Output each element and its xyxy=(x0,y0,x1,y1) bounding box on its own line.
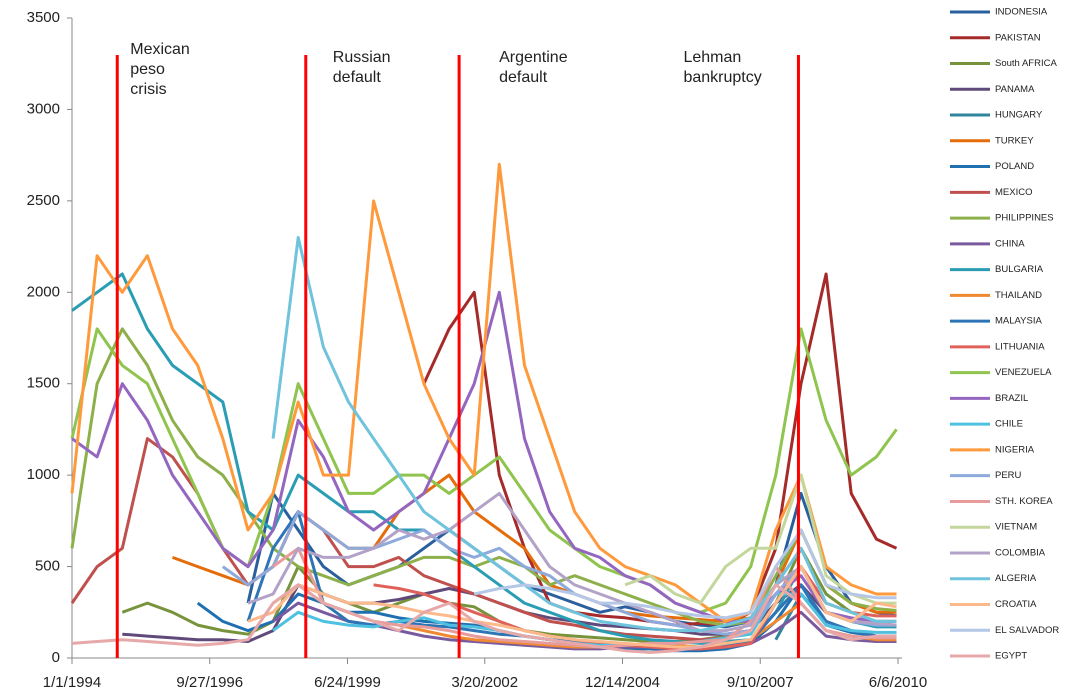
legend-label: MEXICO xyxy=(995,187,1032,198)
legend-label: HUNGARY xyxy=(995,110,1043,121)
event-label: Lehman bankruptcy xyxy=(683,49,761,86)
legend-label: COLOMBIA xyxy=(995,547,1046,558)
series-line xyxy=(247,491,897,633)
event-label-line: bankruptcy xyxy=(683,69,761,86)
event-label-line: crisis xyxy=(130,81,166,98)
event-label-line: Argentine xyxy=(499,49,568,66)
x-tick-label: 6/24/1999 xyxy=(314,674,381,691)
y-tick-label: 2000 xyxy=(27,283,60,300)
y-tick-label: 3000 xyxy=(27,100,60,117)
event-label-line: Russian xyxy=(333,49,391,66)
series-line xyxy=(70,327,898,614)
legend-label: ALGERIA xyxy=(995,573,1037,584)
legend-label: NIGERIA xyxy=(995,444,1035,455)
legend-label: TURKEY xyxy=(995,135,1034,146)
event-label: Mexican peso crisis xyxy=(130,41,190,98)
legend-label: VIETNAM xyxy=(995,522,1037,533)
event-label-line: default xyxy=(333,69,382,86)
series-line xyxy=(70,327,897,627)
legend-label: THAILAND xyxy=(995,290,1042,301)
legend-label: South AFRICA xyxy=(995,58,1057,69)
legend-label: PAKISTAN xyxy=(995,32,1041,43)
event-label-line: Mexican xyxy=(130,41,190,58)
y-tick-label: 500 xyxy=(35,558,60,575)
legend-label: PHILIPPINES xyxy=(995,213,1054,224)
x-tick-label: 3/20/2002 xyxy=(451,674,518,691)
x-tick-label: 6/6/2010 xyxy=(869,674,927,691)
y-tick-label: 1000 xyxy=(27,466,60,483)
x-tick-label: 9/10/2007 xyxy=(727,674,794,691)
legend-label: INDONESIA xyxy=(995,7,1048,18)
legend-label: POLAND xyxy=(995,161,1034,172)
legend-label: STH. KOREA xyxy=(995,496,1053,507)
legend-label: LITHUANIA xyxy=(995,341,1045,352)
legend-label: EL SALVADOR xyxy=(995,625,1059,636)
legend-label: PERU xyxy=(995,470,1022,481)
legend-label: EGYPT xyxy=(995,651,1027,662)
series-line xyxy=(70,162,897,623)
series-line xyxy=(473,528,897,620)
legend-label: CHINA xyxy=(995,238,1025,249)
series-line xyxy=(247,565,897,649)
series-line xyxy=(373,565,897,651)
legend-label: VENEZUELA xyxy=(995,367,1052,378)
x-tick-label: 9/27/1996 xyxy=(176,674,243,691)
event-label-line: default xyxy=(499,69,548,86)
legend-label: PANAMA xyxy=(995,84,1035,95)
event-label-line: Lehman xyxy=(683,49,741,66)
y-tick-label: 3500 xyxy=(27,9,60,26)
event-label-line: peso xyxy=(130,61,165,78)
legend-label: CROATIA xyxy=(995,599,1037,610)
y-tick-label: 0 xyxy=(52,649,60,666)
x-tick-label: 1/1/1994 xyxy=(43,674,101,691)
series-line xyxy=(71,583,897,654)
y-tick-label: 2500 xyxy=(27,192,60,209)
series-line xyxy=(271,235,897,633)
y-tick-label: 1500 xyxy=(27,375,60,392)
event-label: Argentine default xyxy=(499,49,568,86)
series-line xyxy=(221,510,897,636)
legend-label: BRAZIL xyxy=(995,393,1028,404)
x-tick-label: 12/14/2004 xyxy=(585,674,660,691)
event-label: Russian default xyxy=(333,49,391,86)
legend-label: CHILE xyxy=(995,419,1023,430)
legend-label: MALAYSIA xyxy=(995,316,1042,327)
legend-label: BULGARIA xyxy=(995,264,1044,275)
